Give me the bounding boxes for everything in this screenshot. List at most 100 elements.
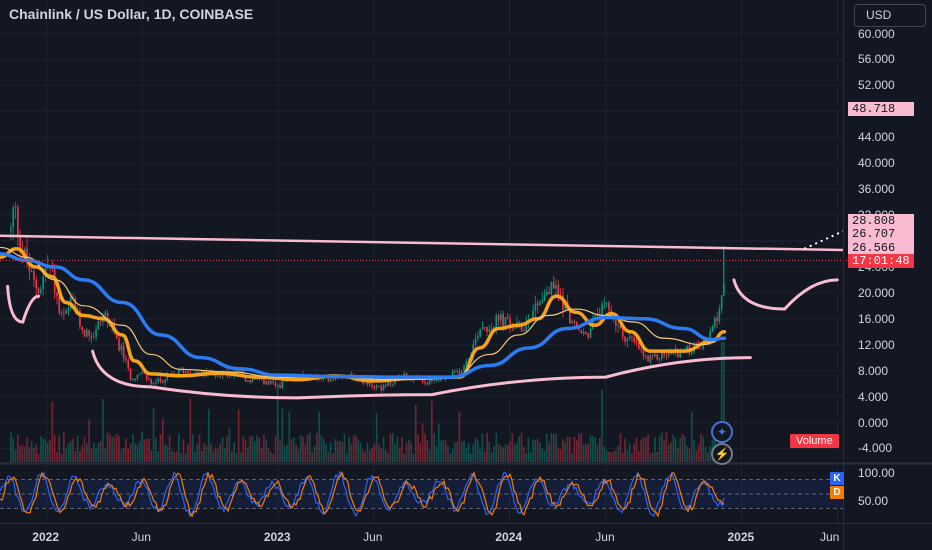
volume-bar xyxy=(654,437,656,462)
price-tick: 36.000 xyxy=(858,182,895,197)
volume-bar xyxy=(642,436,645,462)
candle-body xyxy=(378,386,380,387)
volume-bar xyxy=(90,448,93,462)
candle-body xyxy=(279,385,281,389)
volume-bar xyxy=(357,439,360,462)
volume-bar xyxy=(690,411,693,462)
candle-body xyxy=(615,319,617,326)
volume-bar xyxy=(253,441,256,462)
volume-bar xyxy=(249,436,251,462)
volume-bar xyxy=(394,444,396,462)
candle-body xyxy=(150,379,153,385)
volume-bar xyxy=(688,448,691,462)
volume-bar xyxy=(679,437,682,462)
candle-body xyxy=(638,342,640,350)
volume-bar xyxy=(184,453,187,462)
candle-body xyxy=(479,329,481,337)
volume-bar xyxy=(619,433,622,462)
volume-bar xyxy=(564,441,567,462)
volume-bar xyxy=(610,451,613,462)
candle-body xyxy=(502,314,504,327)
volume-bar xyxy=(658,436,661,462)
volume-bar xyxy=(150,450,153,462)
volume-bar xyxy=(677,447,679,462)
volume-bar xyxy=(555,433,557,462)
candle-body xyxy=(136,374,139,379)
volume-bar xyxy=(693,439,695,462)
candle-body xyxy=(118,338,120,351)
volume-bar xyxy=(210,443,212,462)
candle-body xyxy=(598,314,601,318)
volume-bar xyxy=(371,448,373,462)
time-tick: Jun xyxy=(363,530,383,544)
volume-bar xyxy=(605,450,608,462)
volume-bar xyxy=(525,453,527,462)
volume-bar xyxy=(63,432,65,462)
volume-bar xyxy=(205,445,208,462)
candle-body xyxy=(155,381,157,384)
candle-body xyxy=(247,380,249,382)
volume-bar xyxy=(375,413,378,462)
candle-body xyxy=(640,349,642,351)
candle-body xyxy=(122,345,125,359)
volume-bar xyxy=(311,452,314,462)
volume-bar xyxy=(339,441,341,462)
candle-body xyxy=(178,369,180,375)
volume-bar xyxy=(626,450,629,462)
candle-body xyxy=(631,336,633,338)
candle-body xyxy=(23,248,26,253)
volume-bar xyxy=(81,445,84,462)
candle-body xyxy=(569,307,571,324)
candle-body xyxy=(658,358,661,360)
candle-body xyxy=(67,308,70,311)
volume-bar xyxy=(182,439,185,462)
volume-bar xyxy=(598,438,601,462)
volume-bar xyxy=(72,438,74,462)
volume-bar xyxy=(615,449,617,462)
compass-star-icon[interactable]: ✦ xyxy=(711,421,733,443)
candle-body xyxy=(488,329,491,332)
volume-bar xyxy=(633,443,636,462)
candle-body xyxy=(490,328,493,330)
candle-body xyxy=(534,303,537,311)
candle-body xyxy=(201,371,203,374)
volume-bar xyxy=(442,439,445,462)
volume-bar xyxy=(127,449,130,462)
volume-bar xyxy=(649,453,652,462)
volume-bar xyxy=(529,452,532,462)
volume-bar xyxy=(355,435,357,462)
volume-bar xyxy=(497,444,500,462)
k-badge: K xyxy=(830,472,844,485)
currency-button[interactable]: USD xyxy=(854,4,926,27)
volume-bar xyxy=(309,432,311,462)
volume-bar xyxy=(640,439,642,462)
level-label-a: 28.808 xyxy=(848,214,914,228)
candle-body xyxy=(617,325,619,327)
volume-bar xyxy=(456,441,458,462)
volume-bar xyxy=(327,451,330,462)
candle-body xyxy=(642,349,645,356)
candle-body xyxy=(161,381,164,383)
volume-bar xyxy=(115,433,118,462)
candle-body xyxy=(651,355,654,357)
candle-body xyxy=(716,317,718,322)
candle-body xyxy=(92,336,95,338)
volume-bar xyxy=(329,442,332,462)
lightning-icon[interactable]: ⚡ xyxy=(711,443,733,465)
volume-bar xyxy=(601,390,603,462)
candle-body xyxy=(385,384,387,386)
candle-body xyxy=(720,295,723,310)
cup-curve xyxy=(91,349,752,400)
candle-body xyxy=(621,328,624,337)
candle-body xyxy=(661,352,663,359)
volume-bar xyxy=(672,435,675,462)
candle-body xyxy=(546,292,548,296)
candle-body xyxy=(184,371,187,374)
price-tick: -4.000 xyxy=(858,441,893,456)
volume-bar xyxy=(348,436,350,462)
candle-body xyxy=(143,372,146,374)
candle-body xyxy=(81,326,84,330)
candle-body xyxy=(624,336,626,342)
candle-body xyxy=(187,371,189,374)
volume-bar xyxy=(212,450,215,462)
